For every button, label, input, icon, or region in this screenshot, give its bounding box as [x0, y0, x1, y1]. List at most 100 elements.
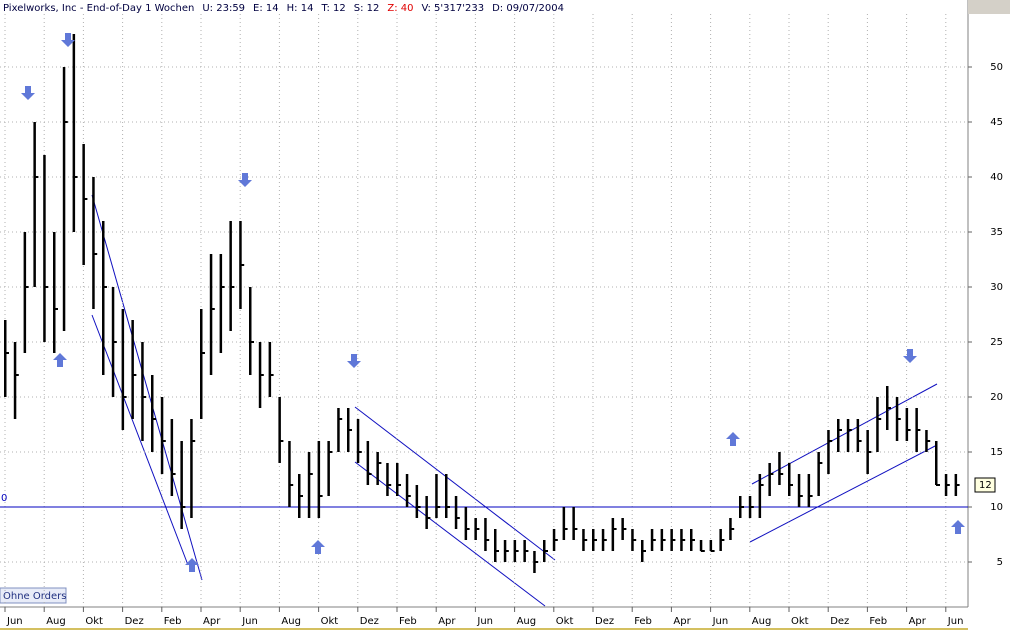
price-bar [817, 452, 820, 496]
price-bar [307, 452, 311, 518]
x-tick-label: Dez [125, 616, 144, 627]
y-tick-label: 25 [990, 337, 1003, 348]
header-field: H: 14 [287, 3, 314, 14]
sell-arrow [21, 86, 35, 100]
price-bar [278, 397, 281, 463]
trend-line [91, 314, 189, 566]
price-bar [376, 452, 379, 485]
price-bar [102, 221, 105, 375]
price-bar [435, 474, 438, 518]
price-bar [454, 496, 458, 529]
x-tick-label: Jun [476, 616, 493, 627]
x-tick-label: Dez [595, 616, 614, 627]
x-tick-label: Apr [438, 616, 456, 627]
price-bar [415, 485, 419, 518]
price-bar [180, 441, 183, 529]
price-bar [484, 518, 487, 551]
sell-arrow [238, 173, 252, 187]
price-bar [4, 320, 7, 397]
x-tick-label: Okt [791, 616, 809, 627]
x-tick-label: Feb [869, 616, 887, 627]
price-bar [82, 144, 85, 265]
header-field: V: 5'317'233 [421, 3, 484, 14]
x-tick-label: Jun [241, 616, 258, 627]
price-bar [445, 474, 448, 518]
header-field: Z: 40 [387, 3, 413, 14]
header-field: S: 12 [354, 3, 380, 14]
x-tick-label: Jun [712, 616, 729, 627]
price-bar [43, 155, 46, 342]
price-bar [327, 441, 330, 496]
x-tick-label: Okt [85, 616, 103, 627]
price-bar [827, 430, 830, 474]
price-bar [699, 540, 703, 551]
price-bar [572, 507, 575, 540]
y-tick-label: 30 [990, 282, 1003, 293]
price-bar [62, 67, 66, 331]
x-tick-label: Dez [360, 616, 379, 627]
price-bar [317, 441, 321, 518]
x-tick-label: Okt [556, 616, 574, 627]
x-tick-label: Jun [6, 616, 23, 627]
y-tick-label: 20 [990, 392, 1003, 403]
price-bar [935, 441, 938, 485]
y-tick-label: 40 [990, 172, 1003, 183]
x-tick-label: Feb [399, 616, 417, 627]
price-bar [121, 309, 125, 430]
price-bar [788, 463, 791, 496]
price-bar [396, 463, 399, 496]
x-tick-label: Jun [947, 616, 964, 627]
header: Pixelworks, Inc - End-of-Day 1 Wochen U: … [3, 3, 564, 14]
price-bar [13, 342, 17, 419]
last-price-label: 12 [979, 480, 992, 491]
price-bar [846, 419, 850, 452]
x-tick-label: Feb [634, 616, 652, 627]
price-bar [268, 342, 272, 397]
y-tick-label: 35 [990, 227, 1003, 238]
y-tick-label: 10 [990, 502, 1003, 513]
price-bar [768, 463, 771, 496]
price-bar [366, 441, 370, 485]
x-tick-label: Aug [517, 616, 537, 627]
price-bar [807, 474, 811, 507]
price-bar [131, 320, 134, 419]
price-bar [53, 232, 56, 353]
price-bar [151, 375, 154, 452]
buy-arrow [951, 520, 965, 534]
buy-arrow [185, 558, 199, 572]
trend-line [751, 383, 938, 485]
buy-arrow [726, 432, 740, 446]
x-tick-label: Dez [830, 616, 849, 627]
orders-label[interactable]: Ohne Orders [3, 591, 67, 602]
price-bar [229, 221, 232, 331]
x-tick-label: Aug [281, 616, 301, 627]
x-tick-label: Apr [203, 616, 221, 627]
price-bar [778, 452, 781, 485]
price-bar [386, 463, 389, 496]
price-bar [200, 309, 203, 419]
price-bar [797, 474, 801, 507]
price-bar [249, 287, 252, 375]
trend-line [354, 406, 556, 561]
y-tick-label: 5 [997, 557, 1003, 568]
price-bar [190, 419, 193, 518]
trend-line [91, 194, 203, 581]
price-bar [33, 122, 36, 287]
orders-box[interactable] [0, 587, 67, 604]
price-bar [170, 419, 174, 496]
price-bar [92, 177, 95, 309]
price-bar [425, 496, 428, 529]
x-tick-label: Feb [164, 616, 182, 627]
price-bar [464, 507, 468, 540]
scroll-buttons[interactable] [968, 0, 1010, 14]
x-tick-label: Aug [752, 616, 772, 627]
header-field: D: 09/07/2004 [492, 3, 564, 14]
price-bar [209, 254, 213, 375]
price-bar [494, 529, 497, 562]
price-bar [219, 254, 223, 353]
price-bar [288, 441, 291, 507]
price-bar [709, 540, 713, 551]
